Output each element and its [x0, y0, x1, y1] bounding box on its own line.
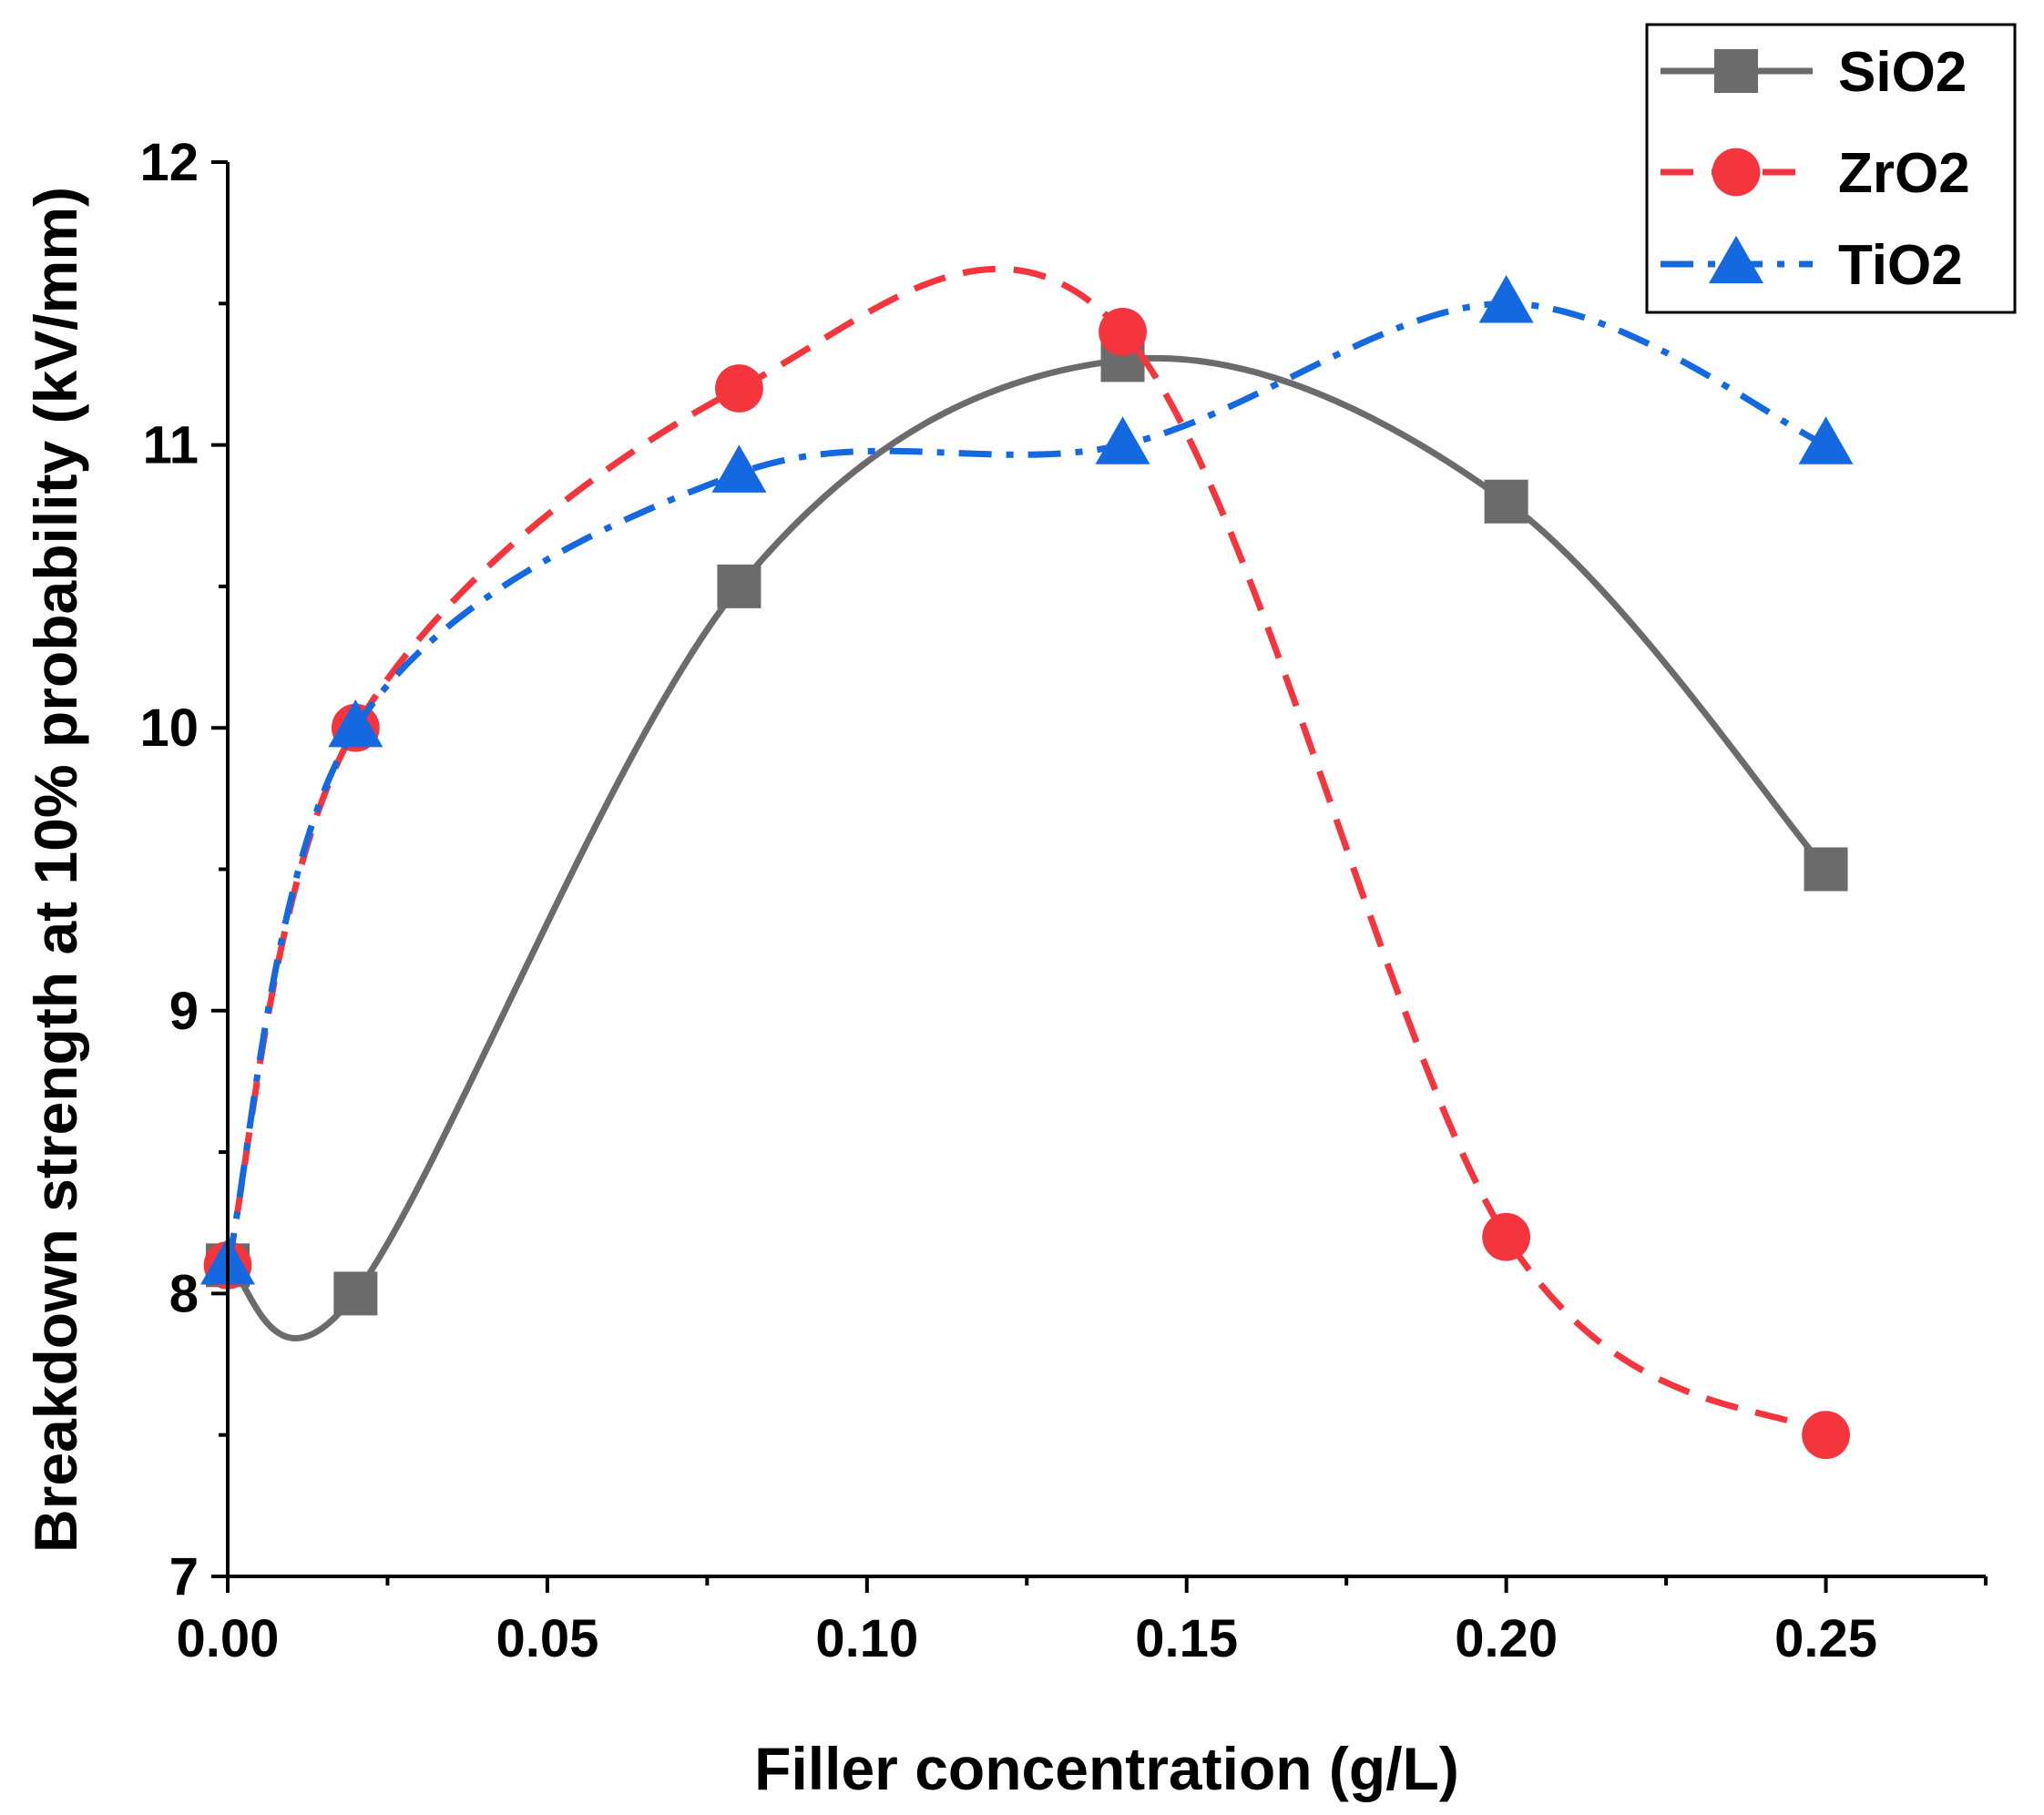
x-tick-label: 0.05	[496, 1609, 598, 1668]
data-point-tio2	[1095, 416, 1150, 464]
legend-label: TiO2	[1838, 234, 1963, 297]
legend-marker	[1714, 49, 1758, 93]
y-tick-label: 7	[169, 1547, 199, 1606]
y-tick-label: 12	[139, 133, 199, 192]
ticks: 0.00 0.05 0.10 0.15 0.20 0.25 7 8 9 10 11 12	[139, 133, 1988, 1668]
data-point-tio2	[1478, 275, 1534, 323]
y-tick-label: 8	[169, 1264, 199, 1323]
x-tick-label: 0.25	[1774, 1609, 1877, 1668]
series-line-tio2	[224, 300, 1827, 1267]
x-tick-label: 0.20	[1455, 1609, 1558, 1668]
series-line-zro2	[224, 265, 1828, 1438]
x-tick-label: 0.10	[815, 1609, 918, 1668]
legend-entry-zro2: ZrO2	[1661, 142, 1970, 205]
legend-label: SiO2	[1838, 41, 1967, 104]
legend-entry-tio2: TiO2	[1661, 234, 1963, 297]
y-tick-label: 11	[143, 416, 199, 475]
x-axis-title: Filler concentration (g/L)	[754, 1735, 1459, 1802]
series-line-sio2	[226, 354, 1829, 1341]
data-point-sio2	[1484, 479, 1528, 524]
y-tick-label: 9	[169, 982, 199, 1041]
series-group	[200, 265, 1854, 1460]
data-point-tio2	[1798, 416, 1854, 464]
data-point-zro2	[1482, 1212, 1531, 1261]
data-point-sio2	[717, 564, 761, 608]
y-tick-label: 10	[139, 698, 199, 758]
data-point-zro2	[1802, 1411, 1850, 1460]
legend-marker	[1709, 235, 1763, 284]
data-point-zro2	[715, 364, 763, 413]
data-point-tio2	[328, 698, 383, 748]
legend-marker	[1712, 148, 1761, 197]
data-point-zro2	[1099, 307, 1147, 356]
data-point-sio2	[1804, 847, 1848, 892]
legend-entry-sio2: SiO2	[1661, 41, 1967, 104]
series-sio2	[206, 338, 1848, 1341]
legend: SiO2 ZrO2 TiO2	[1645, 23, 2017, 314]
x-tick-label: 0.15	[1135, 1609, 1238, 1668]
data-point-sio2	[333, 1271, 378, 1316]
y-axis-title: Breakdown strength at 10% probability (k…	[22, 187, 89, 1553]
legend-label: ZrO2	[1838, 142, 1970, 205]
series-zro2	[203, 265, 1850, 1460]
x-tick-label: 0.00	[177, 1609, 280, 1668]
data-point-tio2	[711, 444, 767, 493]
